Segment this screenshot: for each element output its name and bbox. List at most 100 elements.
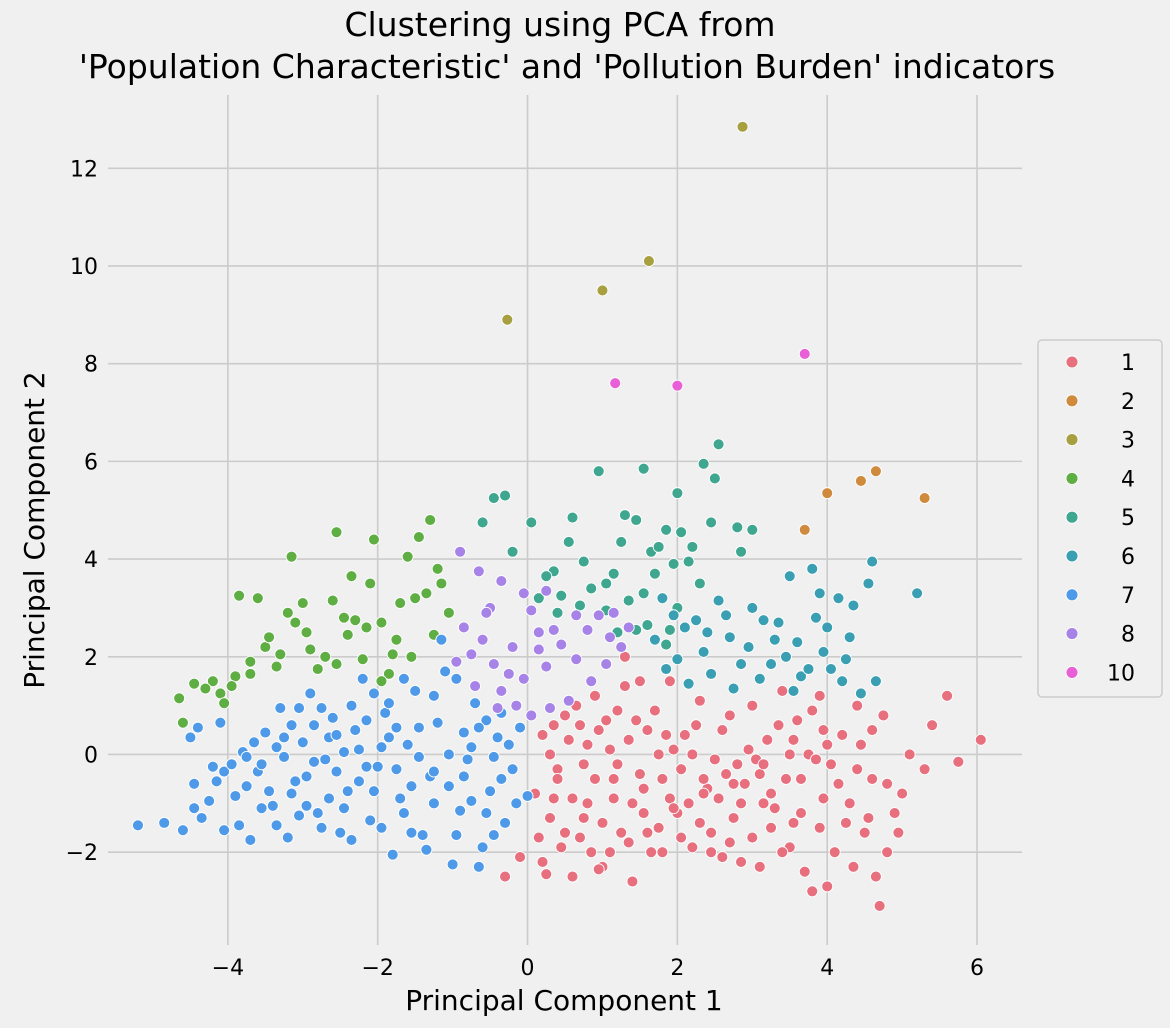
data-point — [244, 655, 257, 668]
data-point — [510, 797, 523, 810]
data-point — [499, 870, 512, 883]
data-point — [577, 555, 590, 568]
data-point — [843, 797, 856, 810]
data-point — [888, 807, 901, 820]
data-point — [660, 728, 673, 741]
data-point — [746, 831, 759, 844]
data-point — [609, 377, 622, 390]
data-point — [499, 489, 512, 502]
data-point — [630, 514, 643, 526]
data-point — [555, 638, 568, 651]
data-point — [693, 577, 706, 590]
data-point — [454, 545, 467, 558]
data-point — [218, 824, 231, 837]
data-point — [592, 465, 605, 478]
data-point — [667, 802, 680, 815]
data-point — [409, 685, 422, 697]
data-point — [532, 592, 545, 605]
data-point — [869, 675, 882, 688]
legend-items: 1 2 3 4 5 6 7 8 10 — [1065, 351, 1135, 686]
x-tick-label: 0 — [521, 956, 535, 981]
data-point — [926, 719, 939, 732]
data-point — [742, 641, 755, 653]
data-point — [791, 714, 804, 727]
data-point — [600, 577, 613, 590]
data-point — [248, 736, 261, 749]
data-point — [315, 702, 328, 715]
data-point — [735, 797, 748, 810]
data-point — [457, 621, 470, 634]
data-point — [693, 694, 706, 707]
data-point — [255, 758, 268, 771]
data-point — [439, 665, 452, 678]
data-point — [300, 799, 313, 812]
data-point — [304, 643, 317, 656]
data-point — [604, 743, 616, 756]
data-point — [555, 841, 568, 854]
data-point — [514, 721, 526, 734]
data-point — [854, 687, 867, 700]
data-point — [132, 819, 144, 832]
data-point — [559, 826, 571, 839]
data-point — [581, 623, 594, 636]
data-point — [825, 758, 837, 771]
data-point — [501, 313, 514, 326]
data-point — [705, 826, 718, 839]
data-point — [293, 809, 305, 822]
data-point — [300, 770, 313, 783]
data-point — [206, 760, 219, 773]
data-point — [176, 824, 189, 837]
data-point — [427, 797, 440, 810]
data-point — [281, 606, 294, 619]
data-point — [626, 797, 639, 810]
legend-box — [1037, 339, 1163, 698]
data-point — [285, 719, 298, 732]
data-point — [716, 724, 729, 737]
data-point — [611, 758, 624, 771]
data-point — [753, 860, 766, 873]
data-point — [813, 821, 826, 834]
data-point — [746, 699, 759, 712]
data-point — [836, 728, 849, 741]
data-point — [386, 648, 399, 661]
data-point — [712, 792, 725, 805]
data-point — [813, 587, 826, 600]
data-point — [296, 597, 309, 609]
data-points — [132, 120, 987, 912]
data-point — [858, 826, 871, 839]
x-axis-label: Principal Component 1 — [405, 984, 723, 1017]
data-point — [225, 680, 238, 693]
data-point — [330, 728, 343, 741]
data-point — [278, 731, 291, 744]
data-point — [671, 653, 684, 666]
data-point — [506, 545, 519, 558]
y-tick-label: 12 — [70, 157, 98, 182]
y-tick-label: −2 — [66, 841, 98, 866]
y-tick-label: 0 — [84, 743, 98, 768]
data-point — [506, 763, 519, 776]
data-point — [435, 577, 448, 590]
data-point — [270, 741, 283, 754]
data-point — [487, 750, 500, 763]
data-point — [330, 765, 343, 778]
legend-marker — [1065, 665, 1079, 679]
data-point — [637, 782, 650, 795]
data-point — [397, 807, 410, 820]
data-point — [736, 120, 749, 133]
data-point — [607, 567, 620, 580]
data-point — [240, 780, 253, 793]
data-point — [780, 650, 792, 663]
data-point — [412, 721, 425, 734]
data-point — [311, 807, 324, 820]
y-tick-label: 2 — [84, 646, 98, 671]
data-point — [757, 614, 770, 627]
data-point — [360, 760, 373, 773]
data-point — [630, 714, 643, 727]
data-point — [559, 709, 571, 722]
data-point — [173, 692, 186, 705]
data-point — [368, 785, 380, 798]
data-point — [648, 633, 661, 646]
data-point — [540, 868, 553, 881]
legend-marker — [1065, 355, 1079, 369]
data-point — [536, 856, 549, 868]
